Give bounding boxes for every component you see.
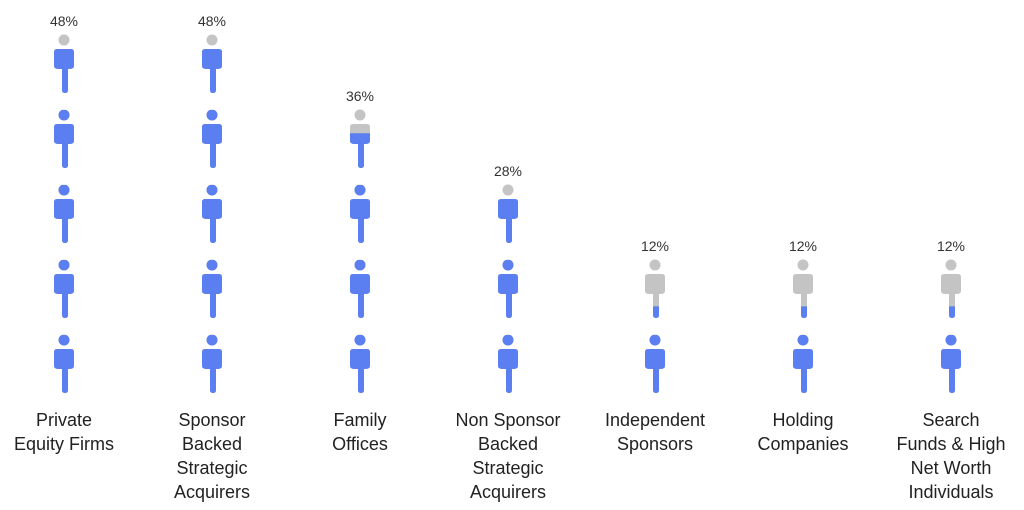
column-3: 28% Non Sponsor Backed Strategic Acquirers — [455, 163, 560, 502]
category-label: Search — [922, 410, 979, 430]
person-icon — [202, 259, 222, 318]
person-icon — [54, 259, 74, 318]
category-label: Family — [334, 410, 387, 430]
value-label: 12% — [641, 238, 669, 254]
category-label: Private — [36, 410, 92, 430]
category-label: Sponsors — [617, 434, 693, 454]
person-icon — [793, 334, 813, 393]
person-icon — [202, 109, 222, 168]
person-icon — [54, 34, 74, 93]
person-icon — [645, 334, 665, 393]
value-label: 48% — [198, 13, 226, 29]
category-label: Equity Firms — [14, 434, 114, 454]
category-label: Companies — [757, 434, 848, 454]
category-label: Sponsor — [178, 410, 245, 430]
value-label: 28% — [494, 163, 522, 179]
value-label: 36% — [346, 88, 374, 104]
person-icon — [350, 184, 370, 243]
category-label: Offices — [332, 434, 388, 454]
person-icon — [54, 184, 74, 243]
category-label: Funds & High — [896, 434, 1005, 454]
person-icon — [350, 259, 370, 318]
category-label: Non Sponsor — [455, 410, 560, 430]
person-icon — [645, 259, 665, 318]
person-icon — [941, 334, 961, 393]
category-label: Acquirers — [174, 482, 250, 502]
column-0: 48% Private Equity Firms — [14, 13, 114, 454]
column-1: 48% Sponsor Backed Strategic Acquirers — [174, 13, 250, 502]
person-icon — [498, 184, 518, 243]
category-label: Strategic — [176, 458, 247, 478]
person-icon — [202, 334, 222, 393]
person-icon — [54, 334, 74, 393]
category-label: Strategic — [472, 458, 543, 478]
person-icon — [498, 259, 518, 318]
category-label: Holding — [772, 410, 833, 430]
person-icon — [350, 109, 370, 168]
person-icon — [202, 34, 222, 93]
person-icon — [54, 109, 74, 168]
column-5: 12% Holding Companies — [757, 238, 848, 454]
category-label: Independent — [605, 410, 705, 430]
category-label: Backed — [478, 434, 538, 454]
person-icon — [498, 334, 518, 393]
column-2: 36% Family Offices — [332, 88, 388, 454]
person-icon — [941, 259, 961, 318]
category-label: Net Worth — [911, 458, 992, 478]
column-6: 12% Search Funds & High Net Worth Individual… — [896, 238, 1005, 502]
person-icon — [350, 334, 370, 393]
value-label: 12% — [789, 238, 817, 254]
category-label: Acquirers — [470, 482, 546, 502]
column-4: 12% Independent Sponsors — [605, 238, 705, 454]
person-icon — [793, 259, 813, 318]
person-icon — [202, 184, 222, 243]
value-label: 12% — [937, 238, 965, 254]
category-label: Backed — [182, 434, 242, 454]
value-label: 48% — [50, 13, 78, 29]
category-label: Individuals — [908, 482, 993, 502]
